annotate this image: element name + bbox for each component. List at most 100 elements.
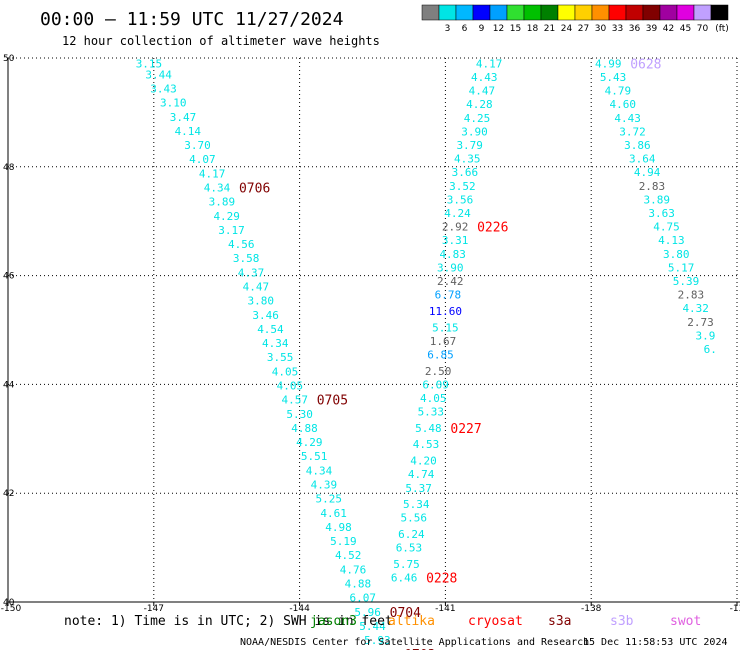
wave-height-value: 4.35 xyxy=(454,153,481,166)
wave-height-value: 2.83 xyxy=(678,289,705,302)
colorbar-tick-label: 24 xyxy=(561,24,573,34)
wave-height-value: 4.74 xyxy=(408,468,435,481)
wave-height-value: 5.30 xyxy=(286,408,313,421)
colorbar-tick-label: 33 xyxy=(612,24,623,34)
colorbar-swatch xyxy=(455,4,474,21)
y-tick-label: 48 xyxy=(3,163,15,173)
pass-time-label: 0704 xyxy=(390,606,421,621)
wave-height-value: 6.85 xyxy=(427,348,454,361)
wave-height-value: 3.64 xyxy=(629,153,656,166)
colorbar-swatch xyxy=(676,4,695,21)
wave-height-value: 4.05 xyxy=(272,365,299,378)
wave-height-value: 5.33 xyxy=(418,406,445,419)
colorbar-swatch xyxy=(574,4,593,21)
y-tick-label: 44 xyxy=(3,380,15,390)
pass-time-label: 0705 xyxy=(317,394,348,409)
colorbar-tick-label: 6 xyxy=(462,24,468,34)
wave-height-value: 3.55 xyxy=(267,351,294,364)
colorbar-tick-label: 30 xyxy=(595,24,607,34)
wave-height-points: 3.153.443.433.103.474.143.704.074.174.34… xyxy=(136,57,717,650)
wave-height-value: 3.90 xyxy=(461,125,488,138)
wave-height-value: 5.75 xyxy=(393,558,420,571)
wave-height-value: 6.09 xyxy=(422,378,449,391)
wave-height-value: 4.17 xyxy=(476,57,503,70)
colorbar-tick-label: 12 xyxy=(493,24,504,34)
colorbar-tick-label: 39 xyxy=(646,24,658,34)
wave-height-value: 2.50 xyxy=(425,365,452,378)
satellite-legend-item: swot xyxy=(670,614,701,629)
colorbar-tick-label: 18 xyxy=(527,24,539,34)
wave-height-value: 5.48 xyxy=(415,422,442,435)
x-tick-label: -13 xyxy=(730,604,740,614)
wave-height-value: 3.52 xyxy=(449,180,476,193)
wave-height-value: 4.34 xyxy=(262,337,289,350)
wave-height-value: 2.92 xyxy=(442,221,469,234)
wave-height-value: 4.94 xyxy=(634,166,661,179)
wave-height-value: 6.53 xyxy=(396,542,423,555)
wave-height-value: 4.75 xyxy=(653,221,680,234)
colorbar-swatch xyxy=(608,4,627,21)
footer-timestamp: 15 Dec 11:58:53 UTC 2024 xyxy=(583,637,728,648)
wave-height-value: 4.29 xyxy=(213,210,240,223)
wave-height-value: 6.07 xyxy=(350,592,377,605)
wave-height-value: 3.43 xyxy=(150,82,177,95)
wave-height-value: 4.56 xyxy=(228,238,255,251)
satellite-legend: jason3 altika cryosat s3a s3b swot xyxy=(310,614,701,629)
chart-title: 00:00 – 11:59 UTC 11/27/2024 xyxy=(40,9,343,30)
wave-height-value: 4.52 xyxy=(335,549,362,562)
x-tick-label: -141 xyxy=(435,604,455,614)
wave-height-value: 4.25 xyxy=(464,112,491,125)
wave-height-value: 4.05 xyxy=(277,379,304,392)
wave-height-value: 4.83 xyxy=(439,248,466,261)
wave-height-value: 5.19 xyxy=(330,535,357,548)
colorbar-swatch xyxy=(557,4,576,21)
wave-height-value: 4.34 xyxy=(204,181,231,194)
wave-height-value: 5.37 xyxy=(405,482,432,495)
x-tick-label: -147 xyxy=(144,604,164,614)
wave-height-value: 6.24 xyxy=(398,528,425,541)
wave-height-value: 6.46 xyxy=(391,572,418,585)
satellite-legend-item: cryosat xyxy=(468,614,523,629)
wave-height-value: 4.43 xyxy=(471,71,498,84)
wave-height-value: 4.79 xyxy=(605,85,632,98)
note-text: note: 1) Time is in UTC; 2) SWH is in fe… xyxy=(64,614,393,629)
wave-height-value: 3.63 xyxy=(648,207,675,220)
wave-height-value: 5.96 xyxy=(354,606,381,619)
colorbar-tick-label: 70 xyxy=(697,24,709,34)
pass-time-label: 0228 xyxy=(426,572,457,587)
colorbar-swatch xyxy=(693,4,712,21)
x-tick-label: -150 xyxy=(1,604,22,614)
colorbar-unit: (ft) xyxy=(715,24,729,34)
wave-height-value: 11.60 xyxy=(429,305,462,318)
wave-height-value: 5.15 xyxy=(432,321,459,334)
y-tick-label: 42 xyxy=(3,489,14,499)
wave-height-value: 3.89 xyxy=(209,196,236,209)
satellite-legend-item: altika xyxy=(388,614,435,629)
colorbar-legend: 3 6 9 12 15 18 21 24 27 30 33 36 39 42 45 70 (ft) xyxy=(421,4,729,34)
wave-height-value: 6.78 xyxy=(435,289,462,302)
wave-height-value: 4.60 xyxy=(610,98,637,111)
wave-height-value: 1.67 xyxy=(430,335,457,348)
wave-height-value: 4.32 xyxy=(682,302,709,315)
wave-height-value: 3.80 xyxy=(247,295,274,308)
colorbar-swatch xyxy=(489,4,508,21)
x-tick-label: -138 xyxy=(581,604,602,614)
wave-height-value: 6.45 xyxy=(369,648,396,650)
wave-height-value: 3.17 xyxy=(218,224,245,237)
wave-height-value: 3.72 xyxy=(619,125,646,138)
wave-height-value: 5.17 xyxy=(668,261,695,274)
wave-height-value: 4.34 xyxy=(306,464,333,477)
colorbar-swatch xyxy=(710,4,729,21)
satellite-legend-item: s3b xyxy=(610,614,634,629)
wave-height-value: 4.43 xyxy=(614,112,641,125)
grid-lines xyxy=(8,57,738,602)
wave-height-value: 4.47 xyxy=(243,280,270,293)
colorbar-swatch xyxy=(438,4,457,21)
colorbar-tick-label: 3 xyxy=(445,24,451,34)
colorbar-tick-label: 45 xyxy=(680,24,691,34)
wave-height-value: 3.89 xyxy=(644,193,671,206)
colorbar-swatch xyxy=(659,4,678,21)
wave-height-value: 3.9 xyxy=(695,329,715,342)
wave-height-value: 5.25 xyxy=(316,493,343,506)
